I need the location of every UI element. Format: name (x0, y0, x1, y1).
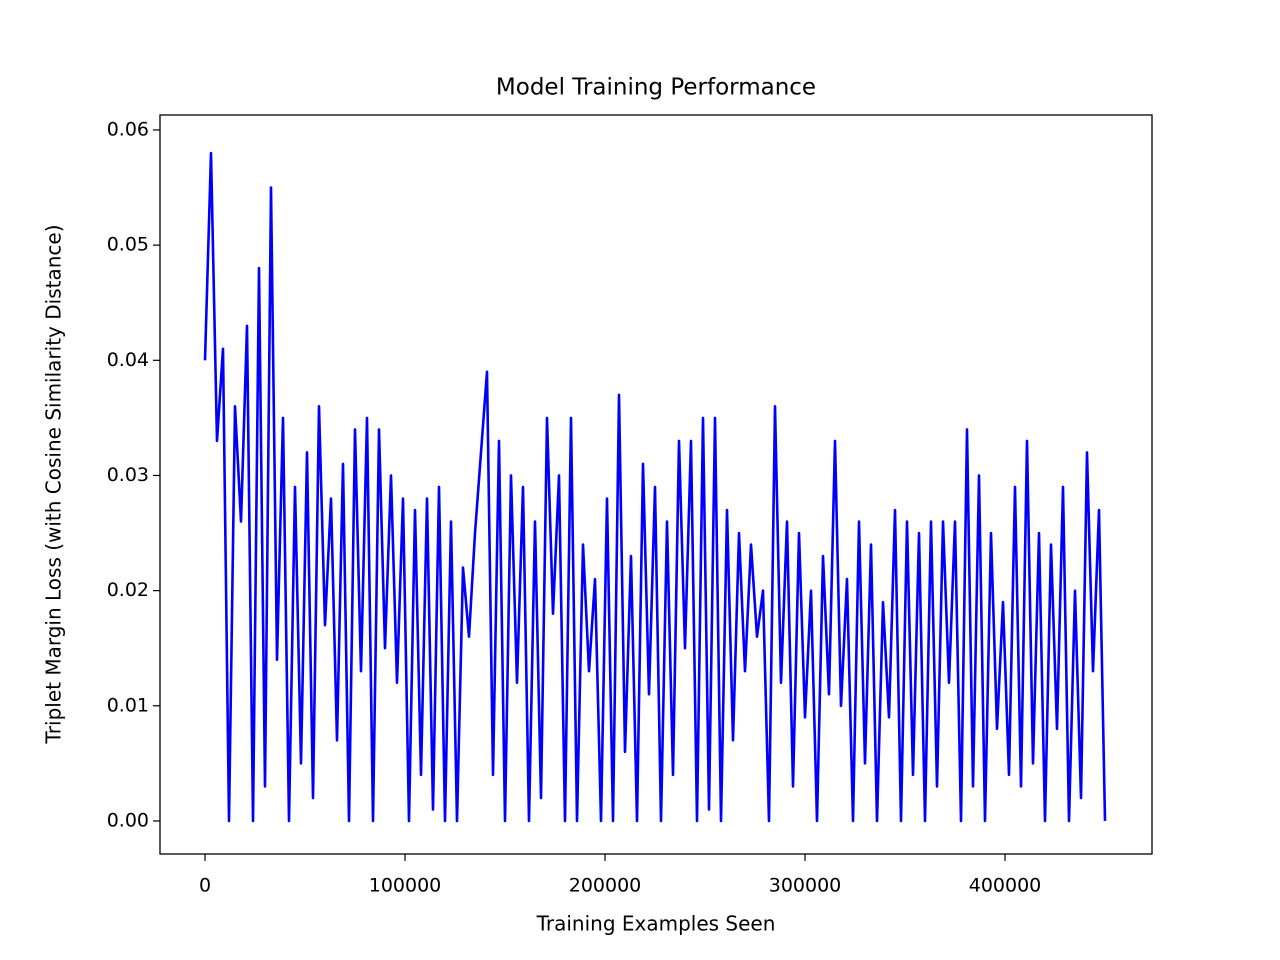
y-tick-label: 0.00 (107, 809, 149, 831)
y-tick-label: 0.03 (107, 464, 149, 486)
plot-frame (159, 114, 1153, 855)
x-tick-label: 100000 (369, 875, 442, 897)
y-tick-label: 0.06 (107, 118, 149, 140)
x-tick-label: 300000 (769, 875, 842, 897)
x-tick-label: 200000 (569, 875, 642, 897)
chart-title: Model Training Performance (496, 75, 816, 101)
loss-line (203, 151, 1107, 823)
x-tick-label: 0 (199, 875, 211, 897)
x-axis-label: Training Examples Seen (536, 912, 776, 936)
y-tick-label: 0.02 (107, 579, 149, 601)
y-tick-label: 0.05 (107, 234, 149, 256)
x-tick-label: 400000 (969, 875, 1042, 897)
y-tick-label: 0.01 (107, 694, 149, 716)
y-tick-label: 0.04 (107, 349, 149, 371)
y-axis-label: Triplet Margin Loss (with Cosine Similar… (42, 225, 66, 745)
